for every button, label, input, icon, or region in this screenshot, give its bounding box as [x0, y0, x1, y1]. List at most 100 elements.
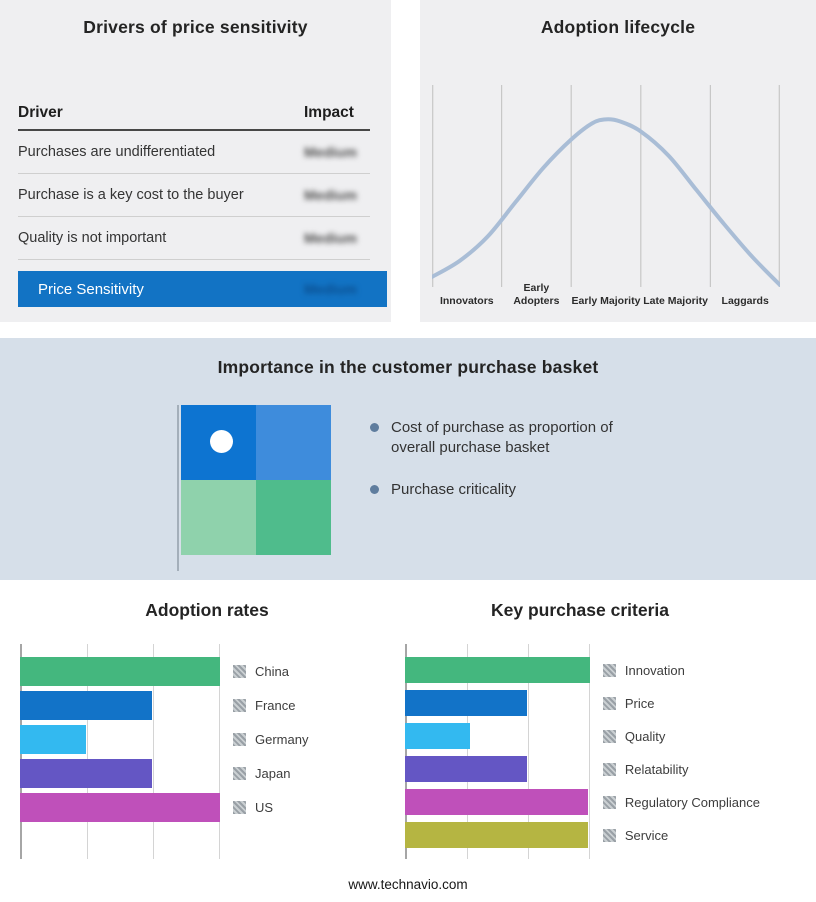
driver-column-header: Driver — [18, 104, 63, 121]
list-item: Purchase criticality — [370, 480, 632, 500]
impact-cell-redacted: Medium — [304, 144, 357, 160]
key-purchase-criteria-chart: Key purchase criteria Innovation Price Qua… — [400, 600, 760, 859]
key-purchase-criteria-title: Key purchase criteria — [490, 600, 669, 620]
matrix-marker-dot — [210, 430, 233, 453]
legend-label: Price — [624, 695, 655, 711]
legend-item-china: China — [233, 657, 308, 686]
basket-bullet-list: Cost of purchase as proportion of overal… — [370, 418, 632, 499]
legend-item-service: Service — [602, 822, 760, 848]
lifecycle-panel: Adoption lifecycle Innovators Early Adop… — [420, 0, 816, 322]
bullet-text: Cost of purchase as proportion of overal… — [391, 419, 613, 456]
adoption-curve — [432, 117, 780, 287]
drivers-table-header: Driver Impact — [18, 97, 370, 131]
gridline — [86, 644, 88, 859]
legend-item-us: US — [233, 793, 308, 822]
driver-cell: Purchases are undifferentiated — [18, 144, 216, 160]
table-row: Purchase is a key cost to the buyer Medi… — [18, 174, 370, 217]
legend-swatch-icon — [602, 663, 616, 677]
bar-china — [20, 657, 220, 686]
drivers-title: Drivers of price sensitivity — [83, 17, 308, 37]
key-purchase-criteria-legend: Innovation Price Quality Relatability Regula… — [602, 644, 760, 859]
legend-swatch-icon — [602, 828, 616, 842]
impact-cell-redacted: Medium — [304, 230, 357, 246]
price-sensitivity-bar: Price Sensitivity Medium — [18, 271, 387, 307]
drivers-table: Driver Impact Purchases are undifferenti… — [18, 97, 370, 260]
gridline — [219, 644, 220, 859]
legend-swatch-icon — [602, 696, 616, 710]
lifecycle-plot — [432, 85, 780, 287]
axis-line — [405, 644, 407, 859]
legend-label: Quality — [624, 728, 666, 744]
legend-label: China — [255, 664, 289, 679]
legend-swatch-icon — [602, 729, 616, 743]
footer-url: www.technavio.com — [348, 877, 468, 892]
stage-label-late-majority: Late Majority — [643, 294, 708, 307]
legend-swatch-icon — [233, 767, 246, 780]
bar-price — [405, 690, 528, 716]
lifecycle-title: Adoption lifecycle — [540, 17, 696, 37]
bar-us — [20, 793, 220, 822]
legend-item-france: France — [233, 691, 308, 720]
bar-service — [405, 822, 589, 848]
legend-swatch-icon — [602, 762, 616, 776]
bar-japan — [20, 759, 152, 788]
impact-cell-redacted: Medium — [304, 187, 357, 203]
table-row: Purchases are undifferentiated Medium — [18, 131, 370, 174]
matrix-axis-line — [177, 405, 179, 571]
impact-column-header: Impact — [304, 104, 354, 121]
bar-group — [20, 644, 220, 859]
driver-cell: Quality is not important — [18, 230, 167, 246]
matrix-quadrant-bottom-right — [256, 480, 331, 555]
legend-swatch-icon — [233, 699, 246, 712]
legend-label: France — [255, 698, 296, 713]
bar-france — [20, 691, 152, 720]
bullet-icon — [370, 484, 379, 494]
bar-germany — [20, 725, 86, 754]
legend-swatch-icon — [602, 795, 616, 809]
legend-item-regulatory-compliance: Regulatory Compliance — [602, 789, 760, 815]
adoption-rates-plot — [20, 644, 220, 859]
basket-title: Importance in the customer purchase bask… — [217, 357, 599, 377]
stage-label-laggards: Laggards — [721, 294, 769, 307]
matrix-quadrant-top-right — [256, 405, 331, 480]
key-purchase-criteria-plot — [405, 644, 590, 859]
legend-label: US — [255, 800, 274, 815]
lifecycle-stage-labels: Innovators Early Adopters Early Majority… — [432, 282, 780, 307]
legend-label: Service — [624, 827, 669, 843]
legend-item-innovation: Innovation — [602, 657, 760, 683]
legend-item-quality: Quality — [602, 723, 760, 749]
legend-item-japan: Japan — [233, 759, 308, 788]
bar-relatability — [405, 756, 528, 782]
adoption-rates-chart: Adoption rates China France Germany Japan US — [0, 600, 414, 859]
stage-label-early-majority: Early Majority — [571, 294, 641, 307]
stage-label-early-adopters: Early Adopters — [513, 282, 560, 307]
bullet-icon — [370, 423, 379, 432]
legend-label: Innovation — [624, 662, 685, 678]
adoption-rates-legend: China France Germany Japan US — [233, 644, 308, 859]
bar-quality — [405, 723, 470, 749]
gridline — [153, 644, 155, 859]
legend-label: Japan — [255, 766, 291, 781]
legend-label: Germany — [255, 732, 309, 747]
legend-swatch-icon — [233, 733, 246, 746]
legend-swatch-icon — [233, 665, 246, 678]
bar-group — [405, 644, 590, 859]
legend-item-germany: Germany — [233, 725, 308, 754]
gridline — [528, 644, 530, 859]
list-item: Cost of purchase as proportion of overal… — [370, 418, 632, 458]
driver-cell: Purchase is a key cost to the buyer — [18, 187, 244, 203]
price-sensitivity-label: Price Sensitivity — [38, 280, 144, 298]
legend-label: Relatability — [624, 761, 689, 777]
purchase-basket-panel: Importance in the customer purchase bask… — [0, 338, 816, 580]
gridline — [466, 644, 468, 859]
price-sensitivity-impact-redacted: Medium — [304, 281, 357, 297]
importance-matrix — [181, 405, 331, 555]
bar-regulatory-compliance — [405, 789, 589, 815]
legend-label: Regulatory Compliance — [624, 794, 760, 810]
stage-label-innovators: Innovators — [439, 294, 494, 307]
table-row: Quality is not important Medium — [18, 217, 370, 260]
bar-innovation — [405, 657, 590, 683]
matrix-quadrant-bottom-left — [181, 480, 256, 555]
legend-item-relatability: Relatability — [602, 756, 760, 782]
